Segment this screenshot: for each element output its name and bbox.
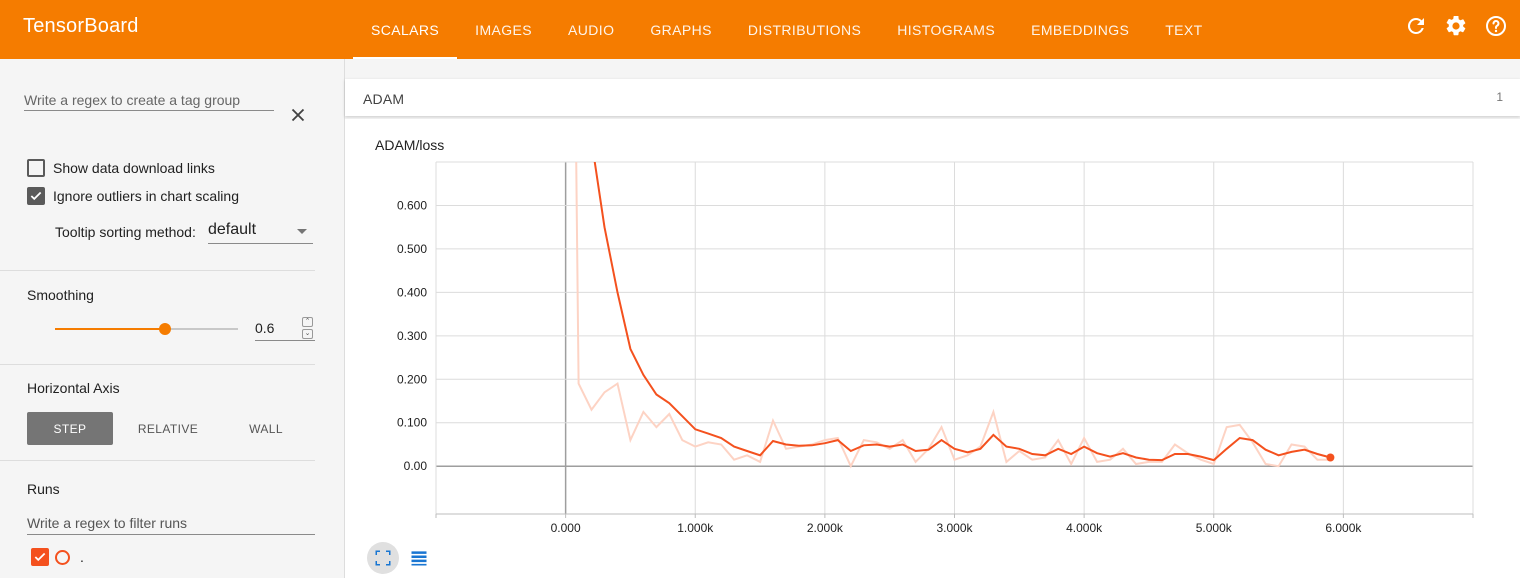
tab-audio[interactable]: AUDIO [568,21,615,38]
last-point-marker [1326,453,1335,462]
axis-relative-button[interactable]: RELATIVE [137,421,199,436]
top-app-bar: TensorBoard SCALARS IMAGES AUDIO GRAPHS … [0,0,1520,59]
divider [0,270,315,271]
tooltip-sorting-label: Tooltip sorting method: [55,224,196,240]
chart-title: ADAM/loss [375,137,445,153]
run-checkbox[interactable] [31,548,49,566]
refresh-icon[interactable] [1404,14,1428,38]
tab-graphs[interactable]: GRAPHS [650,21,712,38]
x-tick-label: 6.000k [1325,521,1362,535]
fullscreen-icon[interactable] [367,542,399,574]
runs-filter-input[interactable] [27,511,315,535]
tag-group-count: 1 [1496,90,1503,104]
spin-up-icon[interactable]: ⌃ [302,317,313,327]
smoothing-spinner[interactable]: ⌃ ⌄ [302,317,314,341]
horizontal-axis-selector: STEP RELATIVE WALL [27,412,321,445]
y-tick-label: 0.500 [397,242,427,256]
horizontal-axis-title: Horizontal Axis [27,380,120,396]
tooltip-sorting-value: default [208,221,257,238]
sidebar [0,59,315,578]
y-tick-label: 0.600 [397,198,427,212]
tooltip-sorting-dropdown[interactable]: default [208,220,313,244]
raw-loss-series [575,162,1331,469]
x-tick-label: 5.000k [1196,521,1233,535]
tab-histograms[interactable]: HISTOGRAMS [897,21,996,38]
y-tick-label: 0.300 [397,329,427,343]
x-tick-label: 2.000k [807,521,844,535]
app-title: TensorBoard [23,15,139,37]
run-item[interactable]: . [31,548,84,566]
checkbox-checked-icon[interactable] [27,187,45,205]
close-icon[interactable] [287,104,309,126]
help-icon[interactable] [1484,14,1508,38]
axis-wall-button[interactable]: WALL [249,421,283,436]
tab-distributions[interactable]: DISTRIBUTIONS [747,21,862,38]
checkbox-unchecked-icon[interactable] [27,159,45,177]
tab-embeddings[interactable]: EMBEDDINGS [1031,21,1130,38]
tab-scalars[interactable]: SCALARS [353,0,458,59]
dashboard-tabs: SCALARS IMAGES AUDIO GRAPHS DISTRIBUTION… [353,0,1221,59]
smoothing-slider-fill [55,328,165,330]
ignore-outliers-checkbox[interactable]: Ignore outliers in chart scaling [27,187,239,205]
smoothing-title: Smoothing [27,287,94,303]
settings-gear-icon[interactable] [1444,14,1468,38]
x-tick-label: 0.000 [551,521,581,535]
runs-title: Runs [27,481,60,497]
y-tick-label: 0.00 [404,459,428,473]
y-tick-label: 0.400 [397,285,427,299]
smoothing-value-input[interactable]: 0.6 [255,318,315,341]
show-download-links-label: Show data download links [53,160,215,176]
y-tick-label: 0.200 [397,372,427,386]
loss-chart[interactable]: 0.000 1.000k 2.000k 3.000k 4.000k 5.000k 6.000… [345,119,1520,578]
caret-down-icon [297,229,307,234]
axis-step-button[interactable]: STEP [27,412,113,445]
show-download-links-checkbox[interactable]: Show data download links [27,159,215,177]
smoothed-loss-series [593,162,1331,462]
x-tick-label: 3.000k [936,521,973,535]
data-table-icon[interactable] [403,542,435,574]
tag-group-title: ADAM [363,91,405,107]
tag-group-regex-input[interactable] [24,89,274,111]
tab-images[interactable]: IMAGES [475,21,533,38]
x-tick-label: 1.000k [677,521,714,535]
scalar-chart-card: ADAM/loss 0.000 1.000k 2.000k 3.000k 4.000k 5… [345,119,1520,578]
divider [0,460,315,461]
smoothing-value: 0.6 [255,320,275,336]
run-radio-button[interactable] [55,549,70,565]
divider [344,59,345,578]
tag-group-header[interactable]: ADAM 1 [345,79,1520,116]
tab-text[interactable]: TEXT [1165,21,1203,38]
divider [0,364,315,365]
y-tick-label: 0.100 [397,416,427,430]
smoothing-slider-knob[interactable] [158,323,171,335]
run-name: . [80,549,84,565]
smoothing-slider-track[interactable] [55,328,238,330]
ignore-outliers-label: Ignore outliers in chart scaling [53,188,239,204]
x-tick-label: 4.000k [1066,521,1103,535]
spin-down-icon[interactable]: ⌄ [302,329,313,339]
